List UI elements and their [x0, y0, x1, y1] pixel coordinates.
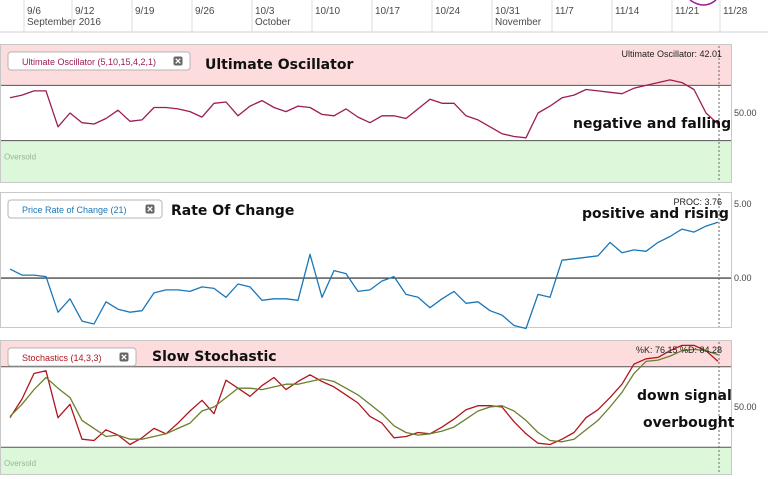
legend-label: Price Rate of Change (21) [22, 205, 127, 215]
x-tick-label: 11/28 [723, 6, 748, 17]
annotation-text: Ultimate Oscillator [205, 57, 353, 73]
price-rate-of-change-line [9, 221, 719, 330]
x-tick-label: 9/26 [195, 6, 215, 17]
oversold-label: Oversold [4, 153, 36, 162]
annotation-text: Rate Of Change [171, 203, 294, 219]
y-tick-label: 50.00 [734, 402, 757, 412]
oversold-zone [1, 447, 731, 474]
x-tick-label: 10/31 [495, 6, 520, 17]
close-icon-glyph [121, 354, 127, 360]
x-tick-label: 11/21 [675, 6, 700, 17]
oversold-zone [1, 140, 731, 182]
x-tick-sublabel: November [495, 17, 542, 28]
x-tick-label: 9/19 [135, 6, 155, 17]
price-rate-of-change-legend[interactable]: Price Rate of Change (21) [7, 199, 163, 219]
ultimate-oscillator-line [9, 79, 719, 139]
oversold-label: Oversold [4, 459, 36, 468]
legend-label: Stochastics (14,3,3) [22, 353, 102, 363]
series-pct-d [9, 348, 719, 443]
annotation-text: negative and falling [573, 116, 731, 132]
indicator-readout: %K: 76.15 %D: 84.28 [636, 345, 722, 355]
series-pct-k [9, 344, 719, 446]
indicator-readout: PROC: 3.76 [673, 197, 722, 207]
ultimate-oscillator-legend[interactable]: Ultimate Oscillator (5,10,15,4,2,1) [7, 51, 191, 71]
ultimate-oscillator-panel: Oversold 50.00 Ultimate Oscillator: 42.01 U… [0, 44, 757, 183]
x-tick-sublabel: October [255, 17, 291, 28]
x-tick-label: 11/14 [615, 6, 640, 17]
price-rate-of-change-panel: 5.00 0.00 PROC: 3.76 Price Rate of Change (… [0, 192, 752, 330]
x-tick-label: 10/24 [435, 6, 460, 17]
x-tick-label: 10/10 [315, 6, 340, 17]
stochastics-panel: Oversold 50.00 %K: 76.15 %D: 84.28 Stochast… [0, 340, 757, 475]
x-tick-label: 11/7 [555, 6, 574, 17]
legend-label: Ultimate Oscillator (5,10,15,4,2,1) [22, 57, 156, 67]
y-tick-label: 5.00 [734, 199, 752, 209]
close-icon-glyph [175, 58, 181, 64]
annotation-text: overbought [643, 415, 735, 431]
x-tick-label: 10/3 [255, 6, 275, 17]
indicator-readout: Ultimate Oscillator: 42.01 [621, 49, 722, 59]
y-tick-label: 50.00 [734, 108, 757, 118]
legend-box[interactable] [7, 51, 191, 71]
x-tick-sublabel: September 2016 [27, 17, 101, 28]
x-tick-label: 9/6 [27, 6, 41, 17]
cursor-arc [689, 0, 717, 6]
annotation-text: Slow Stochastic [152, 349, 277, 365]
stochastics-legend[interactable]: Stochastics (14,3,3) [7, 347, 137, 367]
close-icon-glyph [147, 206, 153, 212]
annotation-text: positive and rising [582, 206, 729, 222]
x-tick-label: 9/12 [75, 6, 95, 17]
cursor-marker [689, 0, 717, 6]
annotation-text: down signal [637, 388, 732, 404]
y-tick-label: 0.00 [734, 273, 752, 283]
x-tick-label: 10/17 [375, 6, 400, 17]
legend-box[interactable] [7, 199, 163, 219]
legend-box[interactable] [7, 347, 137, 367]
